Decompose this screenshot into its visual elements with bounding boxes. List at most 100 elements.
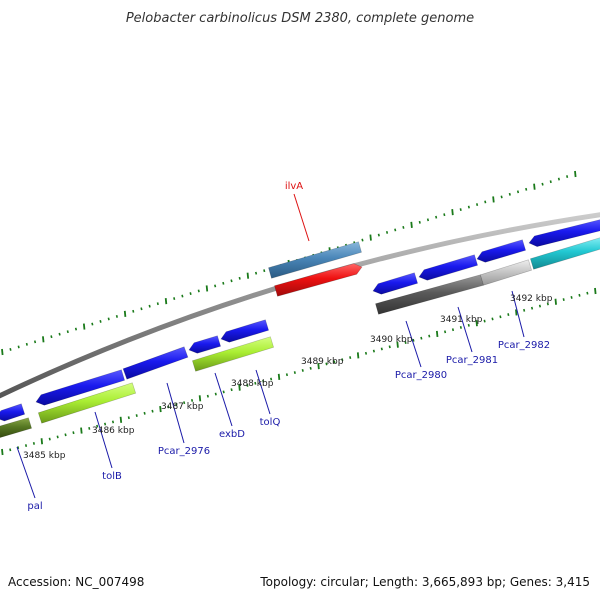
upper-tick xyxy=(164,298,168,305)
lower-tick xyxy=(238,384,241,391)
upper-tick xyxy=(1,348,4,356)
leader-Pcar_2982 xyxy=(511,290,525,338)
lower-tick xyxy=(64,433,67,437)
upper-tick xyxy=(205,285,209,292)
upper-tick xyxy=(214,284,217,288)
upper-tick xyxy=(443,213,446,217)
gene-pal-blue xyxy=(0,403,26,422)
upper-tick xyxy=(418,220,421,224)
kbp-label-3488: 3488 kbp xyxy=(231,379,274,389)
upper-tick xyxy=(566,175,569,178)
upper-tick xyxy=(17,345,20,349)
gene-exbD-blue xyxy=(188,335,221,354)
upper-tick xyxy=(58,332,61,336)
upper-tick xyxy=(246,272,250,279)
lower-tick xyxy=(594,287,597,295)
upper-tick xyxy=(541,182,544,186)
lower-tick xyxy=(198,395,202,402)
lower-tick xyxy=(341,358,344,362)
upper-tick xyxy=(123,310,127,317)
lower-tick xyxy=(24,444,28,447)
gene-Pcar_2980-blue xyxy=(372,272,418,295)
lower-tick xyxy=(554,298,557,305)
lower-tick xyxy=(151,409,154,413)
lower-tick xyxy=(570,296,573,299)
lower-tick xyxy=(491,317,494,321)
gene-Pcar_2981-blue xyxy=(418,254,478,281)
upper-tick xyxy=(222,281,225,285)
lower-tick xyxy=(435,330,439,338)
kbp-label-3485: 3485 kbp xyxy=(23,451,66,461)
lower-tick xyxy=(214,392,217,396)
lower-tick xyxy=(356,352,360,359)
upper-tick xyxy=(42,336,45,343)
gene-Pcar_2976-blue xyxy=(122,346,189,380)
lower-tick xyxy=(530,306,534,310)
lower-tick xyxy=(451,328,455,332)
upper-tick xyxy=(197,289,200,293)
lower-tick xyxy=(143,411,146,415)
gene-label-tolQ: tolQ xyxy=(260,417,281,428)
upper-tick xyxy=(361,238,364,242)
lower-tick xyxy=(507,313,510,317)
lower-tick xyxy=(499,315,502,319)
leader-ilvA xyxy=(293,193,310,242)
kbp-label-3489: 3489 kbp xyxy=(301,357,344,367)
gene-Pcar_2982 xyxy=(530,237,600,270)
leader-Pcar_2980 xyxy=(405,320,422,368)
gene-label-Pcar_2981: Pcar_2981 xyxy=(446,355,498,366)
upper-tick xyxy=(230,279,233,283)
lower-tick xyxy=(396,341,399,348)
gene-exbD-tolQ xyxy=(192,336,274,372)
upper-tick xyxy=(492,196,495,203)
lower-tick xyxy=(111,420,115,424)
lower-tick xyxy=(364,351,368,355)
upper-tick xyxy=(385,231,389,234)
lower-tick xyxy=(270,377,273,381)
lower-tick xyxy=(190,399,194,402)
lower-tick xyxy=(293,371,296,375)
lower-tick xyxy=(333,360,336,364)
lower-tick xyxy=(9,448,12,452)
gene-ilvA xyxy=(274,263,363,297)
kbp-label-3486: 3486 kbp xyxy=(92,426,135,436)
lower-tick xyxy=(380,347,383,351)
lower-tick xyxy=(301,368,304,372)
lower-tick xyxy=(388,345,391,349)
upper-tick xyxy=(394,228,397,232)
lower-tick xyxy=(483,319,486,323)
kbp-label-3490: 3490 kbp xyxy=(370,335,413,345)
lower-tick xyxy=(309,366,312,370)
lower-tick xyxy=(428,334,431,338)
label-leaders xyxy=(16,193,525,499)
lower-tick xyxy=(262,379,265,383)
lower-tick xyxy=(277,373,281,380)
upper-tick xyxy=(369,234,372,241)
lower-tick xyxy=(586,291,589,295)
leader-Pcar_2981 xyxy=(457,306,473,353)
upper-tick xyxy=(74,327,78,331)
gene-label-exbD: exbD xyxy=(219,429,245,440)
gene-ilvA-upper xyxy=(268,241,362,279)
upper-tick xyxy=(263,269,266,273)
upper-tick xyxy=(435,215,438,219)
lower-tick xyxy=(443,330,447,334)
lower-tick xyxy=(285,373,289,377)
lower-tick xyxy=(562,298,565,302)
accession-text: Accession: NC_007498 xyxy=(8,575,144,589)
upper-tick xyxy=(254,271,258,275)
lower-tick xyxy=(96,424,99,428)
lower-tick xyxy=(159,405,162,413)
upper-tick xyxy=(181,294,184,298)
upper-tick xyxy=(107,317,110,321)
lower-tick xyxy=(127,416,130,420)
lower-tick xyxy=(80,427,83,434)
lower-tick xyxy=(475,320,478,327)
lower-tick xyxy=(420,336,423,340)
gene-features xyxy=(0,219,600,438)
lower-tick xyxy=(578,293,581,297)
upper-tick xyxy=(115,314,118,318)
upper-tick xyxy=(451,209,454,216)
lower-tick xyxy=(56,435,59,439)
genome-backbone xyxy=(0,212,600,399)
